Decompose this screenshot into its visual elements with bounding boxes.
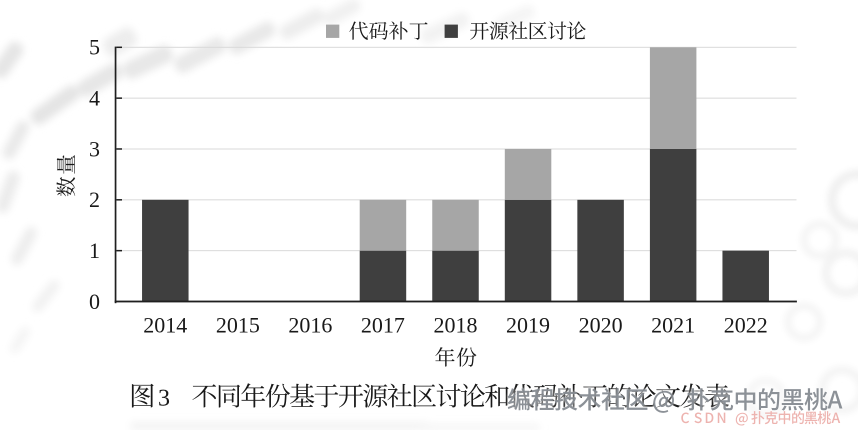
- svg-text:3: 3: [89, 136, 100, 161]
- svg-text:2020: 2020: [579, 313, 623, 338]
- svg-text:2019: 2019: [506, 313, 550, 338]
- svg-text:2014: 2014: [143, 313, 187, 338]
- svg-text:5: 5: [89, 35, 100, 60]
- svg-text:2021: 2021: [651, 313, 695, 338]
- svg-text:0: 0: [89, 289, 100, 314]
- svg-text:2: 2: [89, 187, 100, 212]
- svg-text:2017: 2017: [361, 313, 405, 338]
- svg-text:2018: 2018: [434, 313, 478, 338]
- svg-text:1: 1: [89, 238, 100, 263]
- svg-text:2015: 2015: [216, 313, 260, 338]
- svg-text:2022: 2022: [724, 313, 768, 338]
- svg-text:4: 4: [89, 85, 100, 110]
- svg-text:2016: 2016: [288, 313, 332, 338]
